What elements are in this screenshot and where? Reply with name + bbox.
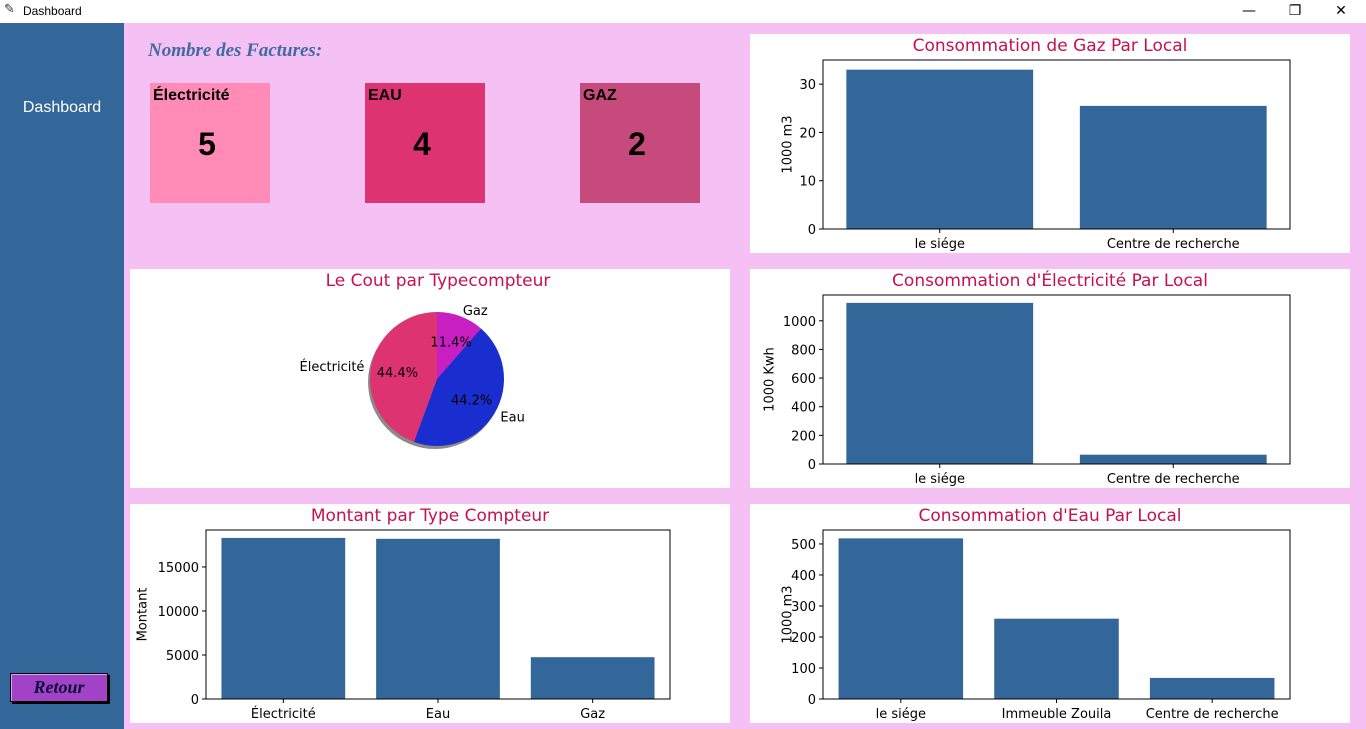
x-tick-label: Gaz xyxy=(580,707,605,722)
x-tick-label: Centre de recherche xyxy=(1146,707,1279,722)
chart-cout: Le Cout par Typecompteur 11.4% Gaz 44.2% Eau… xyxy=(300,271,551,449)
y-tick-label: 200 xyxy=(791,429,816,444)
y-tick-label: 800 xyxy=(791,343,816,358)
y-tick-label: 300 xyxy=(791,600,816,615)
y-tick-label: 10000 xyxy=(158,605,199,620)
y-tick-label: 1000 xyxy=(783,315,816,330)
axes-frame xyxy=(822,294,1291,465)
minimize-button[interactable]: — xyxy=(1242,3,1256,19)
pie-slice xyxy=(370,312,437,442)
card-label: Électricité xyxy=(153,87,230,104)
x-tick-label: le siége xyxy=(876,707,926,722)
maximize-button[interactable]: ❐ xyxy=(1288,3,1302,19)
y-tick-label: 400 xyxy=(791,569,816,584)
card-label: EAU xyxy=(368,87,402,104)
y-tick-label: 10 xyxy=(799,175,816,190)
sidebar: Dashboard xyxy=(0,23,124,729)
x-tick-label: Immeuble Zouila xyxy=(1002,707,1112,722)
y-tick-label: 30 xyxy=(799,78,816,93)
pie-pct-label: 44.4% xyxy=(377,366,418,381)
chart-title: Montant par Type Compteur xyxy=(311,506,549,526)
chart-panel-gaz: Consommation de Gaz Par Local le siége Cen… xyxy=(750,34,1350,253)
bar xyxy=(1149,677,1275,699)
pie-slice-label: Électricité xyxy=(300,359,365,375)
y-tick-label: 0 xyxy=(808,693,816,708)
x-tick-label: le siége xyxy=(915,472,965,487)
chart-title: Consommation d'Électricité Par Local xyxy=(892,269,1208,291)
bar xyxy=(1079,454,1267,464)
y-tick-label: 100 xyxy=(791,662,816,677)
y-tick-label: 5000 xyxy=(166,649,199,664)
chart-panel-cout: Le Cout par Typecompteur 11.4% Gaz 44.2% Eau… xyxy=(130,269,730,488)
x-tick-label: Électricité xyxy=(251,706,316,722)
x-tick-label: Centre de recherche xyxy=(1107,472,1240,487)
pie-slice-label: Gaz xyxy=(463,304,488,319)
bar xyxy=(221,537,346,699)
axes-frame xyxy=(205,529,671,700)
y-axis-label: 1000 m3 xyxy=(781,585,796,643)
axes-frame xyxy=(822,59,1291,230)
y-tick-label: 15000 xyxy=(158,561,199,576)
y-tick-label: 0 xyxy=(808,223,816,238)
window-titlebar: ✎ Dashboard — ❐ ✕ xyxy=(0,0,1366,23)
card-gaz: GAZ 2 xyxy=(580,83,700,203)
y-tick-label: 200 xyxy=(791,631,816,646)
pie-slice xyxy=(413,328,504,446)
close-button[interactable]: ✕ xyxy=(1335,3,1347,19)
y-tick-label: 500 xyxy=(791,538,816,553)
card-label: GAZ xyxy=(583,87,617,104)
bar xyxy=(994,618,1119,699)
chart-title: Consommation d'Eau Par Local xyxy=(919,506,1182,526)
y-tick-label: 400 xyxy=(791,401,816,416)
x-tick-label: Eau xyxy=(426,707,450,722)
x-tick-label: le siége xyxy=(915,237,965,252)
pie-slice xyxy=(437,312,481,379)
pie-slice-label: Eau xyxy=(500,411,524,426)
card-electricite: Électricité 5 xyxy=(150,83,270,203)
x-tick-label: Centre de recherche xyxy=(1107,237,1240,252)
card-value: 5 xyxy=(198,126,216,162)
bar xyxy=(1079,105,1267,229)
pie-pct-label: 44.2% xyxy=(451,393,492,408)
bar xyxy=(846,69,1034,230)
pie-pct-label: 11.4% xyxy=(430,335,471,350)
y-axis-label: Montant xyxy=(136,588,151,642)
retour-button[interactable]: Retour xyxy=(10,673,108,702)
sidebar-item-dashboard[interactable]: Dashboard xyxy=(22,99,102,116)
factures-heading: Nombre des Factures: xyxy=(148,40,323,61)
chart-montant: Montant par Type Compteur Électricité Eau G… xyxy=(136,506,671,722)
chart-eau: Consommation d'Eau Par Local le siége Imme… xyxy=(781,506,1291,722)
bar xyxy=(376,538,500,699)
chart-title: Le Cout par Typecompteur xyxy=(326,271,551,291)
card-value: 4 xyxy=(413,126,431,162)
chart-gaz: Consommation de Gaz Par Local le siége Cen… xyxy=(781,36,1291,252)
y-tick-label: 0 xyxy=(191,693,199,708)
bar xyxy=(530,657,655,699)
chart-panel-eau: Consommation d'Eau Par Local le siége Imme… xyxy=(750,504,1350,723)
y-tick-label: 20 xyxy=(799,126,816,141)
y-axis-label: 1000 Kwh xyxy=(763,347,778,412)
bar xyxy=(846,302,1034,464)
window-title: Dashboard xyxy=(23,4,82,18)
chart-panel-montant: Montant par Type Compteur Électricité Eau G… xyxy=(130,504,730,723)
y-axis-label: 1000 m3 xyxy=(781,115,796,173)
bar xyxy=(838,538,964,699)
card-eau: EAU 4 xyxy=(365,83,485,203)
feather-icon: ✎ xyxy=(4,2,15,17)
chart-panel-electricite: Consommation d'Électricité Par Local le s… xyxy=(750,269,1350,488)
y-tick-label: 0 xyxy=(808,458,816,473)
card-value: 2 xyxy=(628,126,646,162)
y-tick-label: 600 xyxy=(791,372,816,387)
axes-frame xyxy=(822,529,1291,700)
chart-electricite: Consommation d'Électricité Par Local le s… xyxy=(763,269,1291,487)
chart-title: Consommation de Gaz Par Local xyxy=(913,36,1188,56)
